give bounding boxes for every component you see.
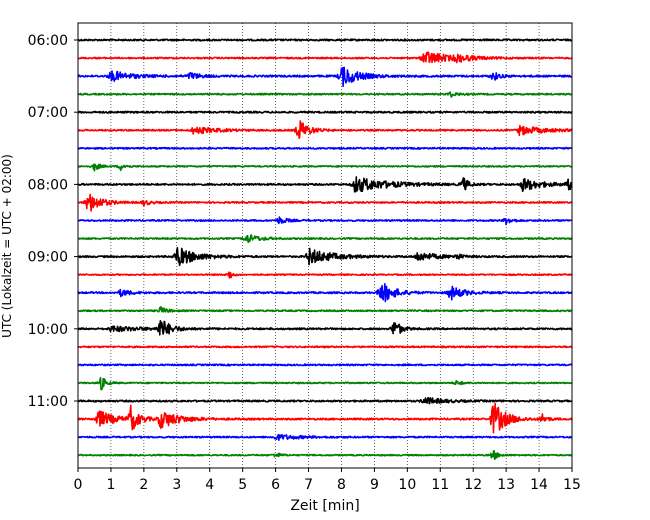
trace-line [77,110,573,114]
trace-line [77,176,573,193]
x-tick-label: 3 [172,477,181,493]
trace-line [77,38,573,42]
x-tick-label: 11 [431,477,449,493]
x-tick-label: 4 [205,477,214,493]
trace-line [77,377,573,391]
x-tick-label: 6 [271,477,280,493]
trace-line [77,283,573,303]
plot-frame [77,22,573,469]
y-tick-label: 10:00 [28,322,68,338]
x-tick-label: 0 [74,477,83,493]
trace-line [77,51,573,64]
y-tick-label: 06:00 [28,33,68,49]
x-tick-label: 1 [106,477,115,493]
x-axis-ticks: 0 1 2 3 4 5 6 7 8 9 10 11 12 13 14 15 [74,468,581,493]
seismic-traces [77,38,573,461]
trace-line [77,216,573,226]
x-tick-label: 12 [464,477,482,493]
trace-line [77,396,573,405]
trace-line [77,146,573,150]
x-tick-label: 5 [238,477,247,493]
x-tick-label: 9 [370,477,379,493]
trace-line [77,66,573,88]
x-tick-label: 10 [398,477,416,493]
x-tick-label: 2 [139,477,148,493]
trace-line [77,450,573,461]
trace-line [77,120,573,140]
trace-line [77,91,573,98]
trace-line [77,402,573,434]
y-axis-label: UTC (Lokalzeit = UTC + 02:00) [0,154,14,338]
trace-line [77,234,573,244]
trace-line [77,306,573,313]
trace-line [77,319,573,336]
x-tick-label: 14 [530,477,548,493]
x-tick-label: 7 [304,477,313,493]
y-tick-label: 07:00 [28,105,68,121]
x-tick-label: 15 [563,477,581,493]
trace-line [77,193,573,212]
x-tick-label: 8 [337,477,346,493]
trace-line [77,246,573,267]
x-tick-label: 13 [497,477,515,493]
y-tick-label: 08:00 [28,177,68,193]
trace-line [77,433,573,441]
y-tick-label: 11:00 [28,394,68,410]
trace-line [77,345,573,349]
y-tick-label: 09:00 [28,250,68,266]
x-axis-label: Zeit [min] [290,498,359,514]
trace-line [77,363,573,367]
grid-lines [110,23,540,468]
trace-line [77,163,573,172]
y-axis-ticks: 06:00 07:00 08:00 09:00 10:00 11:00 [28,33,78,410]
trace-line [77,271,573,279]
plot-background [78,23,572,468]
